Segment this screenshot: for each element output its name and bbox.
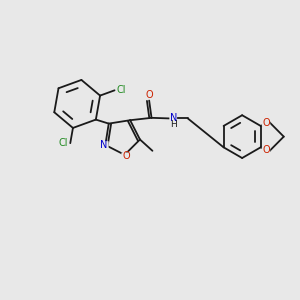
FancyBboxPatch shape <box>58 139 69 147</box>
Text: O: O <box>122 151 130 161</box>
FancyBboxPatch shape <box>169 114 177 122</box>
Text: Cl: Cl <box>59 138 68 148</box>
Text: O: O <box>262 118 270 128</box>
FancyBboxPatch shape <box>262 119 270 127</box>
Text: N: N <box>100 140 107 150</box>
FancyBboxPatch shape <box>122 152 131 160</box>
Text: N: N <box>169 113 177 123</box>
Text: Cl: Cl <box>116 85 126 95</box>
FancyBboxPatch shape <box>145 92 153 99</box>
FancyBboxPatch shape <box>262 146 270 154</box>
Text: O: O <box>262 145 270 155</box>
Text: O: O <box>145 90 153 100</box>
FancyBboxPatch shape <box>116 86 127 94</box>
Text: H: H <box>170 120 177 129</box>
FancyBboxPatch shape <box>99 141 109 149</box>
